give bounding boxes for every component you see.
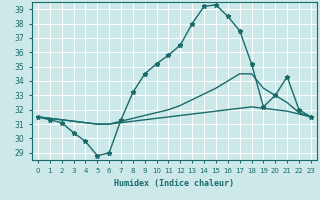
- X-axis label: Humidex (Indice chaleur): Humidex (Indice chaleur): [115, 179, 234, 188]
